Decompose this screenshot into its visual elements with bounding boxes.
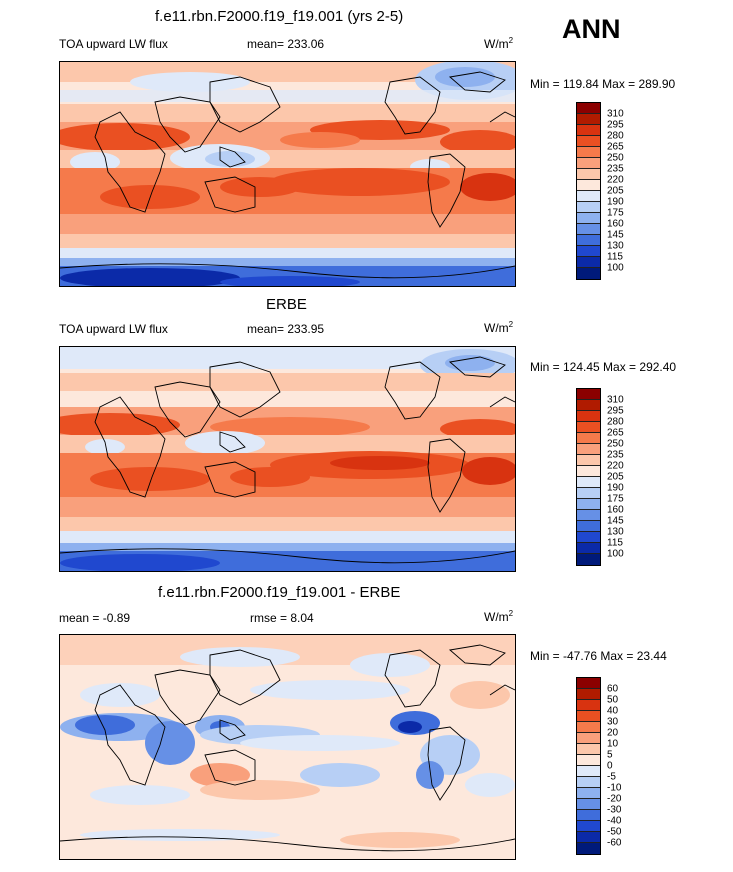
colorbar-tick-label: 115 [607, 251, 623, 263]
colorbar-tick-label: 115 [607, 537, 623, 549]
colorbar-tick-label: 265 [607, 141, 624, 153]
colorbar-tick-label: 60 [607, 683, 619, 695]
colorbar-tick-label: -5 [607, 771, 616, 783]
colorbar-tick-label: -30 [607, 804, 622, 816]
panel2-variable-label: TOA upward LW flux [59, 322, 168, 336]
colorbar-tick-label: 175 [607, 207, 624, 219]
panel1-colorbar [576, 102, 601, 280]
colorbar-tick-label: 40 [607, 705, 619, 717]
panel1-units: W/m2 [484, 36, 514, 51]
colorbar-tick-label: 30 [607, 716, 619, 728]
colorbar-tick-label: 100 [607, 262, 624, 274]
panel2-map [59, 346, 516, 572]
colorbar-tick-label: 0 [607, 760, 613, 772]
panel1-map-field [60, 62, 515, 286]
colorbar-tick-label: 310 [607, 108, 624, 120]
panel2-minmax: Min = 124.45 Max = 292.40 [530, 360, 677, 374]
season-label: ANN [562, 14, 621, 44]
panel2-mean-label: mean= 233.95 [247, 322, 325, 336]
colorbar-tick-label: 205 [607, 185, 624, 197]
panel3-mean-label: mean = -0.89 [59, 611, 131, 625]
colorbar-tick-label: -60 [607, 837, 622, 849]
panel3-map [59, 634, 516, 860]
panel2-map-field [60, 347, 515, 571]
colorbar-tick-label: -50 [607, 826, 622, 838]
colorbar-tick-label: 5 [607, 749, 613, 761]
panel3-rmse-label: rmse = 8.04 [250, 611, 314, 625]
colorbar-tick-label: 295 [607, 119, 624, 131]
colorbar-tick-label: 250 [607, 152, 624, 164]
colorbar-tick-label: 145 [607, 515, 624, 527]
colorbar-tick-label: 160 [607, 504, 624, 516]
panel3-colorbar [576, 677, 601, 855]
colorbar-tick-label: -20 [607, 793, 622, 805]
panel3-units: W/m2 [484, 609, 514, 624]
colorbar-tick-label: 10 [607, 738, 619, 750]
panel1-minmax: Min = 119.84 Max = 289.90 [530, 77, 676, 91]
colorbar-tick-label: 160 [607, 218, 624, 230]
colorbar-tick-label: 265 [607, 427, 624, 439]
panel3-map-field [60, 635, 515, 859]
colorbar-tick-label: 190 [607, 482, 624, 494]
panel2-units: W/m2 [484, 320, 514, 335]
colorbar-tick-label: 310 [607, 394, 624, 406]
colorbar-tick-label: 235 [607, 449, 624, 461]
colorbar-tick-label: 250 [607, 438, 624, 450]
colorbar-tick-label: 145 [607, 229, 624, 241]
colorbar-tick-label: 235 [607, 163, 624, 175]
colorbar-tick-label: 205 [607, 471, 624, 483]
panel2-title: ERBE [266, 296, 307, 313]
colorbar-tick-label: -40 [607, 815, 622, 827]
panel3-title: f.e11.rbn.F2000.f19_f19.001 - ERBE [158, 584, 401, 601]
colorbar-tick-label: 175 [607, 493, 624, 505]
panel1-title: f.e11.rbn.F2000.f19_f19.001 (yrs 2-5) [155, 8, 404, 25]
colorbar-tick-label: 190 [607, 196, 624, 208]
panel3-minmax: Min = -47.76 Max = 23.44 [530, 649, 667, 663]
colorbar-tick-label: 220 [607, 460, 624, 472]
colorbar-tick-label: 220 [607, 174, 624, 186]
colorbar-tick-label: 130 [607, 526, 624, 538]
colorbar-tick-label: 100 [607, 548, 624, 560]
colorbar-tick-label: 20 [607, 727, 619, 739]
panel1-map [59, 61, 516, 287]
colorbar-tick-label: 280 [607, 416, 624, 428]
colorbar-tick-label: 295 [607, 405, 624, 417]
colorbar-tick-label: 130 [607, 240, 624, 252]
panel2-colorbar [576, 388, 601, 566]
panel1-variable-label: TOA upward LW flux [59, 37, 168, 51]
colorbar-tick-label: -10 [607, 782, 622, 794]
colorbar-tick-label: 280 [607, 130, 624, 142]
panel1-mean-label: mean= 233.06 [247, 37, 325, 51]
colorbar-tick-label: 50 [607, 694, 619, 706]
